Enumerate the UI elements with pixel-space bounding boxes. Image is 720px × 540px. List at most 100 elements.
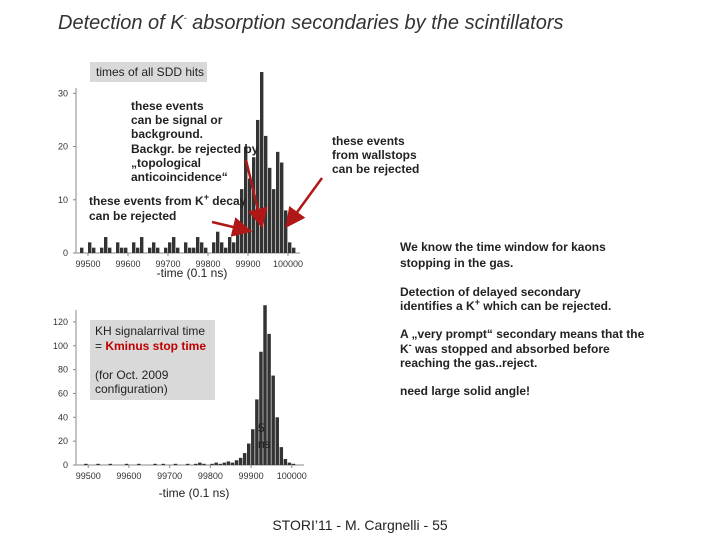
note-line: KH signalarrival time	[95, 324, 205, 338]
bar	[226, 461, 231, 465]
note-line: Backgr. be rejected by	[131, 142, 259, 156]
bar	[256, 119, 260, 253]
bar	[196, 237, 200, 253]
sdd-note: times of all SDD hits	[96, 65, 204, 79]
bar	[292, 247, 296, 253]
bar	[244, 146, 248, 253]
bar	[136, 247, 140, 253]
kdecay-note: these events from K+ decay can be reject…	[89, 192, 247, 223]
y-tick-label: 20	[58, 436, 68, 446]
note-line: can be rejected	[332, 162, 419, 176]
footer: STORI’11 - M. Cargnelli - 55	[272, 517, 448, 533]
bar	[248, 178, 252, 253]
bar	[220, 242, 224, 253]
bar	[100, 247, 104, 253]
bar	[140, 237, 144, 253]
width-label: ns	[258, 437, 271, 451]
bar	[230, 462, 235, 465]
note-line: Detection of delayed secondary	[400, 285, 581, 299]
note-line: identifies a K+ which can be rejected.	[400, 297, 611, 313]
bar	[161, 463, 165, 465]
x-tick-label: 99600	[116, 471, 141, 481]
bar	[92, 247, 96, 253]
x-tick-label: 99800	[195, 259, 220, 269]
y-tick-label: 100	[53, 341, 68, 351]
note-box	[90, 62, 207, 82]
bar	[188, 247, 192, 253]
y-tick-label: 60	[58, 388, 68, 398]
bar	[251, 429, 255, 465]
y-tick-label: 30	[58, 88, 68, 98]
arrow	[211, 217, 253, 237]
bar	[184, 242, 188, 253]
note-line: background.	[131, 127, 203, 141]
note-line: = Kminus stop time	[95, 339, 206, 353]
bar	[132, 242, 136, 253]
bar	[88, 242, 92, 253]
bar	[200, 242, 204, 253]
bar	[271, 375, 275, 465]
bar	[228, 237, 232, 253]
bar	[96, 463, 100, 465]
bar	[152, 242, 156, 253]
note-line: these events	[332, 134, 405, 148]
bar	[124, 463, 129, 465]
bar	[291, 463, 296, 465]
bar	[120, 247, 124, 253]
note-line: from wallstops	[332, 148, 417, 162]
bar	[212, 242, 216, 253]
bar	[210, 463, 214, 465]
bar	[108, 247, 112, 253]
note-line: „topological	[131, 156, 201, 170]
bar	[176, 247, 180, 253]
x-axis-label: -time (0.1 ns)	[157, 266, 228, 280]
bar	[264, 135, 268, 253]
x-axis-label: -time (0.1 ns)	[159, 486, 230, 500]
note-line: A „very prompt“ secondary means that the	[400, 327, 645, 341]
bar	[168, 242, 172, 253]
bar	[222, 462, 227, 465]
note-line: these events from K+ decay	[89, 192, 247, 208]
y-tick-label: 0	[63, 248, 68, 258]
bar	[275, 417, 279, 465]
note-line: reaching the gas..reject.	[400, 356, 537, 370]
x-tick-label: 99500	[75, 259, 100, 269]
note-line: configuration)	[95, 382, 168, 396]
bar	[164, 247, 168, 253]
bar	[276, 151, 280, 253]
y-tick-label: 120	[53, 317, 68, 327]
x-tick-label: 99700	[157, 471, 182, 481]
bar	[84, 463, 88, 465]
bar	[173, 463, 178, 465]
bar	[283, 459, 288, 465]
bar	[108, 463, 113, 465]
bar	[202, 463, 206, 465]
bar	[268, 167, 272, 253]
note-line: We know the time window for kaons	[400, 240, 606, 254]
bar	[104, 237, 108, 253]
arrow	[244, 159, 268, 229]
note-line: (for Oct. 2009	[95, 368, 169, 382]
x-tick-label: 99900	[239, 471, 264, 481]
wallstops-note: these events from wallstops can be rejec…	[332, 134, 419, 176]
x-tick-label: 100000	[277, 471, 307, 481]
bar	[272, 189, 276, 253]
bar	[80, 247, 84, 253]
x-tick-label: 99700	[155, 259, 180, 269]
bar	[280, 162, 284, 253]
y-tick-label: 0	[63, 460, 68, 470]
bar	[216, 231, 220, 253]
right-notes: We know the time window for kaons stoppi…	[400, 240, 645, 398]
note-line: anticoincidence“	[131, 170, 228, 184]
bar	[194, 463, 198, 465]
bar	[255, 399, 259, 465]
arrow	[285, 177, 324, 229]
bar	[198, 462, 202, 465]
bar	[242, 453, 247, 465]
note-line: can be rejected	[89, 209, 176, 223]
bar	[218, 463, 222, 465]
note-line: these events	[131, 99, 204, 113]
bar	[288, 242, 292, 253]
bar	[214, 462, 218, 465]
bar	[279, 447, 284, 465]
